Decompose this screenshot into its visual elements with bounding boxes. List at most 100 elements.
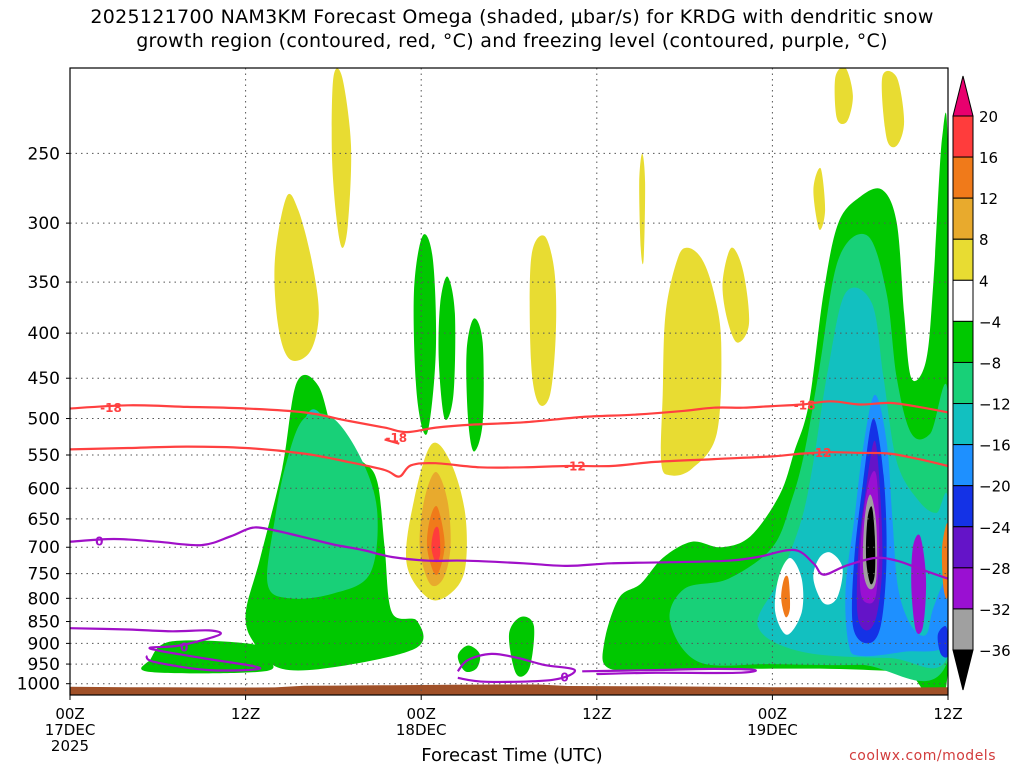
terrain-fill <box>70 684 948 695</box>
omega-region-descent-19dec-orng <box>781 575 791 618</box>
omega-region-ascent-18dec-low <box>508 616 535 677</box>
terrain-layer <box>70 684 948 695</box>
colorbar-label: −24 <box>979 519 1011 537</box>
omega-region-descent-upper-a <box>331 68 352 248</box>
colorbar-label: −16 <box>979 437 1011 455</box>
omega-region-ascent-19dec-cyan <box>757 287 948 669</box>
omega-region-white-hole-19dec-b <box>813 552 843 605</box>
colorbar-swatch <box>952 156 974 199</box>
omega-region-ascent-early-low <box>141 640 274 674</box>
x-tick-label: 00Z <box>55 705 84 723</box>
y-tick-label-500: 500 <box>28 410 60 430</box>
colorbar-swatch <box>952 526 974 569</box>
colorbar-swatch <box>952 567 974 610</box>
colorbar-swatch <box>952 279 974 322</box>
x-tick-label: 12Z <box>582 705 611 723</box>
colorbar-swatch <box>952 444 974 487</box>
site-credit: coolwx.com/models <box>849 748 996 764</box>
omega-shading-layer <box>141 68 948 695</box>
colorbar-label: −4 <box>979 313 1001 331</box>
colorbar-swatch <box>952 238 974 281</box>
colorbar-label: 16 <box>979 149 998 167</box>
y-tick-label-450: 450 <box>28 369 60 389</box>
x-tick-date: 19DEC <box>747 721 798 739</box>
colorbar-swatch <box>952 608 974 651</box>
chart-title-line-1: 2025121700 NAM3KM Forecast Omega (shaded… <box>90 6 934 28</box>
omega-region-descent-mid-c <box>722 247 750 343</box>
plot-frame <box>69 67 949 696</box>
omega-region-ascent-day1-pm-mid <box>267 413 378 599</box>
colorbar: 20 16 12 8 4 −4 −8 −12 −16 −20 −24 −28 −32 −36 <box>952 75 1011 691</box>
contour-label-dgz-minus18-b: -18 <box>385 431 407 445</box>
colorbar-swatch <box>952 320 974 363</box>
colorbar-label: 8 <box>979 231 989 249</box>
colorbar-swatch <box>952 485 974 528</box>
x-tick-date: 17DEC <box>45 721 96 739</box>
colorbar-swatch <box>952 197 974 240</box>
y-tick-label-900: 900 <box>28 634 60 654</box>
omega-region-ascent-19dec-e-blue <box>937 626 948 658</box>
colorbar-swatch <box>952 361 974 405</box>
y-tick-label-1000: 1000 <box>17 675 60 695</box>
omega-region-descent-mid-a <box>529 235 557 406</box>
colorbar-label: −8 <box>979 354 1001 372</box>
y-tick-label-950: 950 <box>28 655 60 675</box>
omega-region-descent-19dec-upper3 <box>813 167 826 230</box>
contour-dgz-minus12 <box>70 445 948 478</box>
y-tick-label-600: 600 <box>28 479 60 499</box>
contour-label-dgz-minus12: -12 <box>564 459 586 473</box>
x-tick-label: 00Z <box>407 705 436 723</box>
contour-dgz-minus18 <box>70 400 948 434</box>
omega-region-descent-mid-d <box>639 153 646 265</box>
chart-title-line-2: growth region (contoured, red, °C) and f… <box>136 30 888 52</box>
omega-region-descent-upper-b <box>274 193 319 362</box>
omega-region-descent-19dec-upper2 <box>881 70 905 148</box>
y-tick-label-250: 250 <box>28 144 60 164</box>
contour-label-freezing-0-low: 0 <box>180 640 188 654</box>
x-tick-year: 2025 <box>51 737 89 755</box>
omega-region-ascent-18dec-upper2 <box>438 276 456 420</box>
omega-region-descent-18dec-red <box>431 526 441 563</box>
colorbar-label: −12 <box>979 396 1011 414</box>
y-axis: 2503003504004505005506006507007508008509… <box>17 144 70 695</box>
colorbar-label: −36 <box>979 642 1011 660</box>
contour-freezing-0-low-c <box>582 667 757 676</box>
contour-dgz-minus18-b <box>384 438 400 445</box>
contour-label-dgz-minus12-b: -18 <box>794 399 816 413</box>
omega-region-ascent-19dec-e <box>911 534 927 635</box>
y-tick-label-400: 400 <box>28 324 60 344</box>
contour-label-dgz-minus18: -18 <box>100 401 122 415</box>
omega-region-ascent-19dec-black <box>865 506 876 585</box>
y-tick-label-650: 650 <box>28 510 60 530</box>
colorbar-swatch-bottom <box>952 649 974 691</box>
y-tick-label-750: 750 <box>28 565 60 585</box>
contour-freezing-0-low-b <box>456 652 576 683</box>
y-tick-label-800: 800 <box>28 589 60 609</box>
plot-border <box>69 67 949 696</box>
omega-region-descent-19dec-e-orng <box>941 523 948 599</box>
colorbar-swatch <box>952 115 974 158</box>
y-tick-label-350: 350 <box>28 273 60 293</box>
colorbar-label: −32 <box>979 601 1011 619</box>
contour-freezing-0-main <box>70 526 948 580</box>
x-tick-date: 18DEC <box>396 721 447 739</box>
contour-label-freezing-0-main: 0 <box>95 535 103 549</box>
colorbar-label: 12 <box>979 190 998 208</box>
colorbar-label: −28 <box>979 560 1011 578</box>
gridlines <box>69 68 949 695</box>
x-axis-label: Forecast Time (UTC) <box>421 745 603 766</box>
x-tick-label: 12Z <box>231 705 260 723</box>
contour-label-freezing-0-low-b: 0 <box>560 671 568 685</box>
omega-region-ascent-18dec-upper <box>413 234 437 435</box>
x-tick-label: 12Z <box>933 705 962 723</box>
y-tick-label-700: 700 <box>28 538 60 558</box>
contour-freezing-0-low <box>70 627 262 672</box>
omega-region-ascent-18dec-mid <box>466 318 484 452</box>
contour-label-dgz-minus12-c: -12 <box>810 446 832 460</box>
colorbar-swatch <box>952 403 974 446</box>
y-tick-label-850: 850 <box>28 613 60 633</box>
colorbar-swatch-top <box>952 75 974 117</box>
x-tick-label: 00Z <box>758 705 787 723</box>
